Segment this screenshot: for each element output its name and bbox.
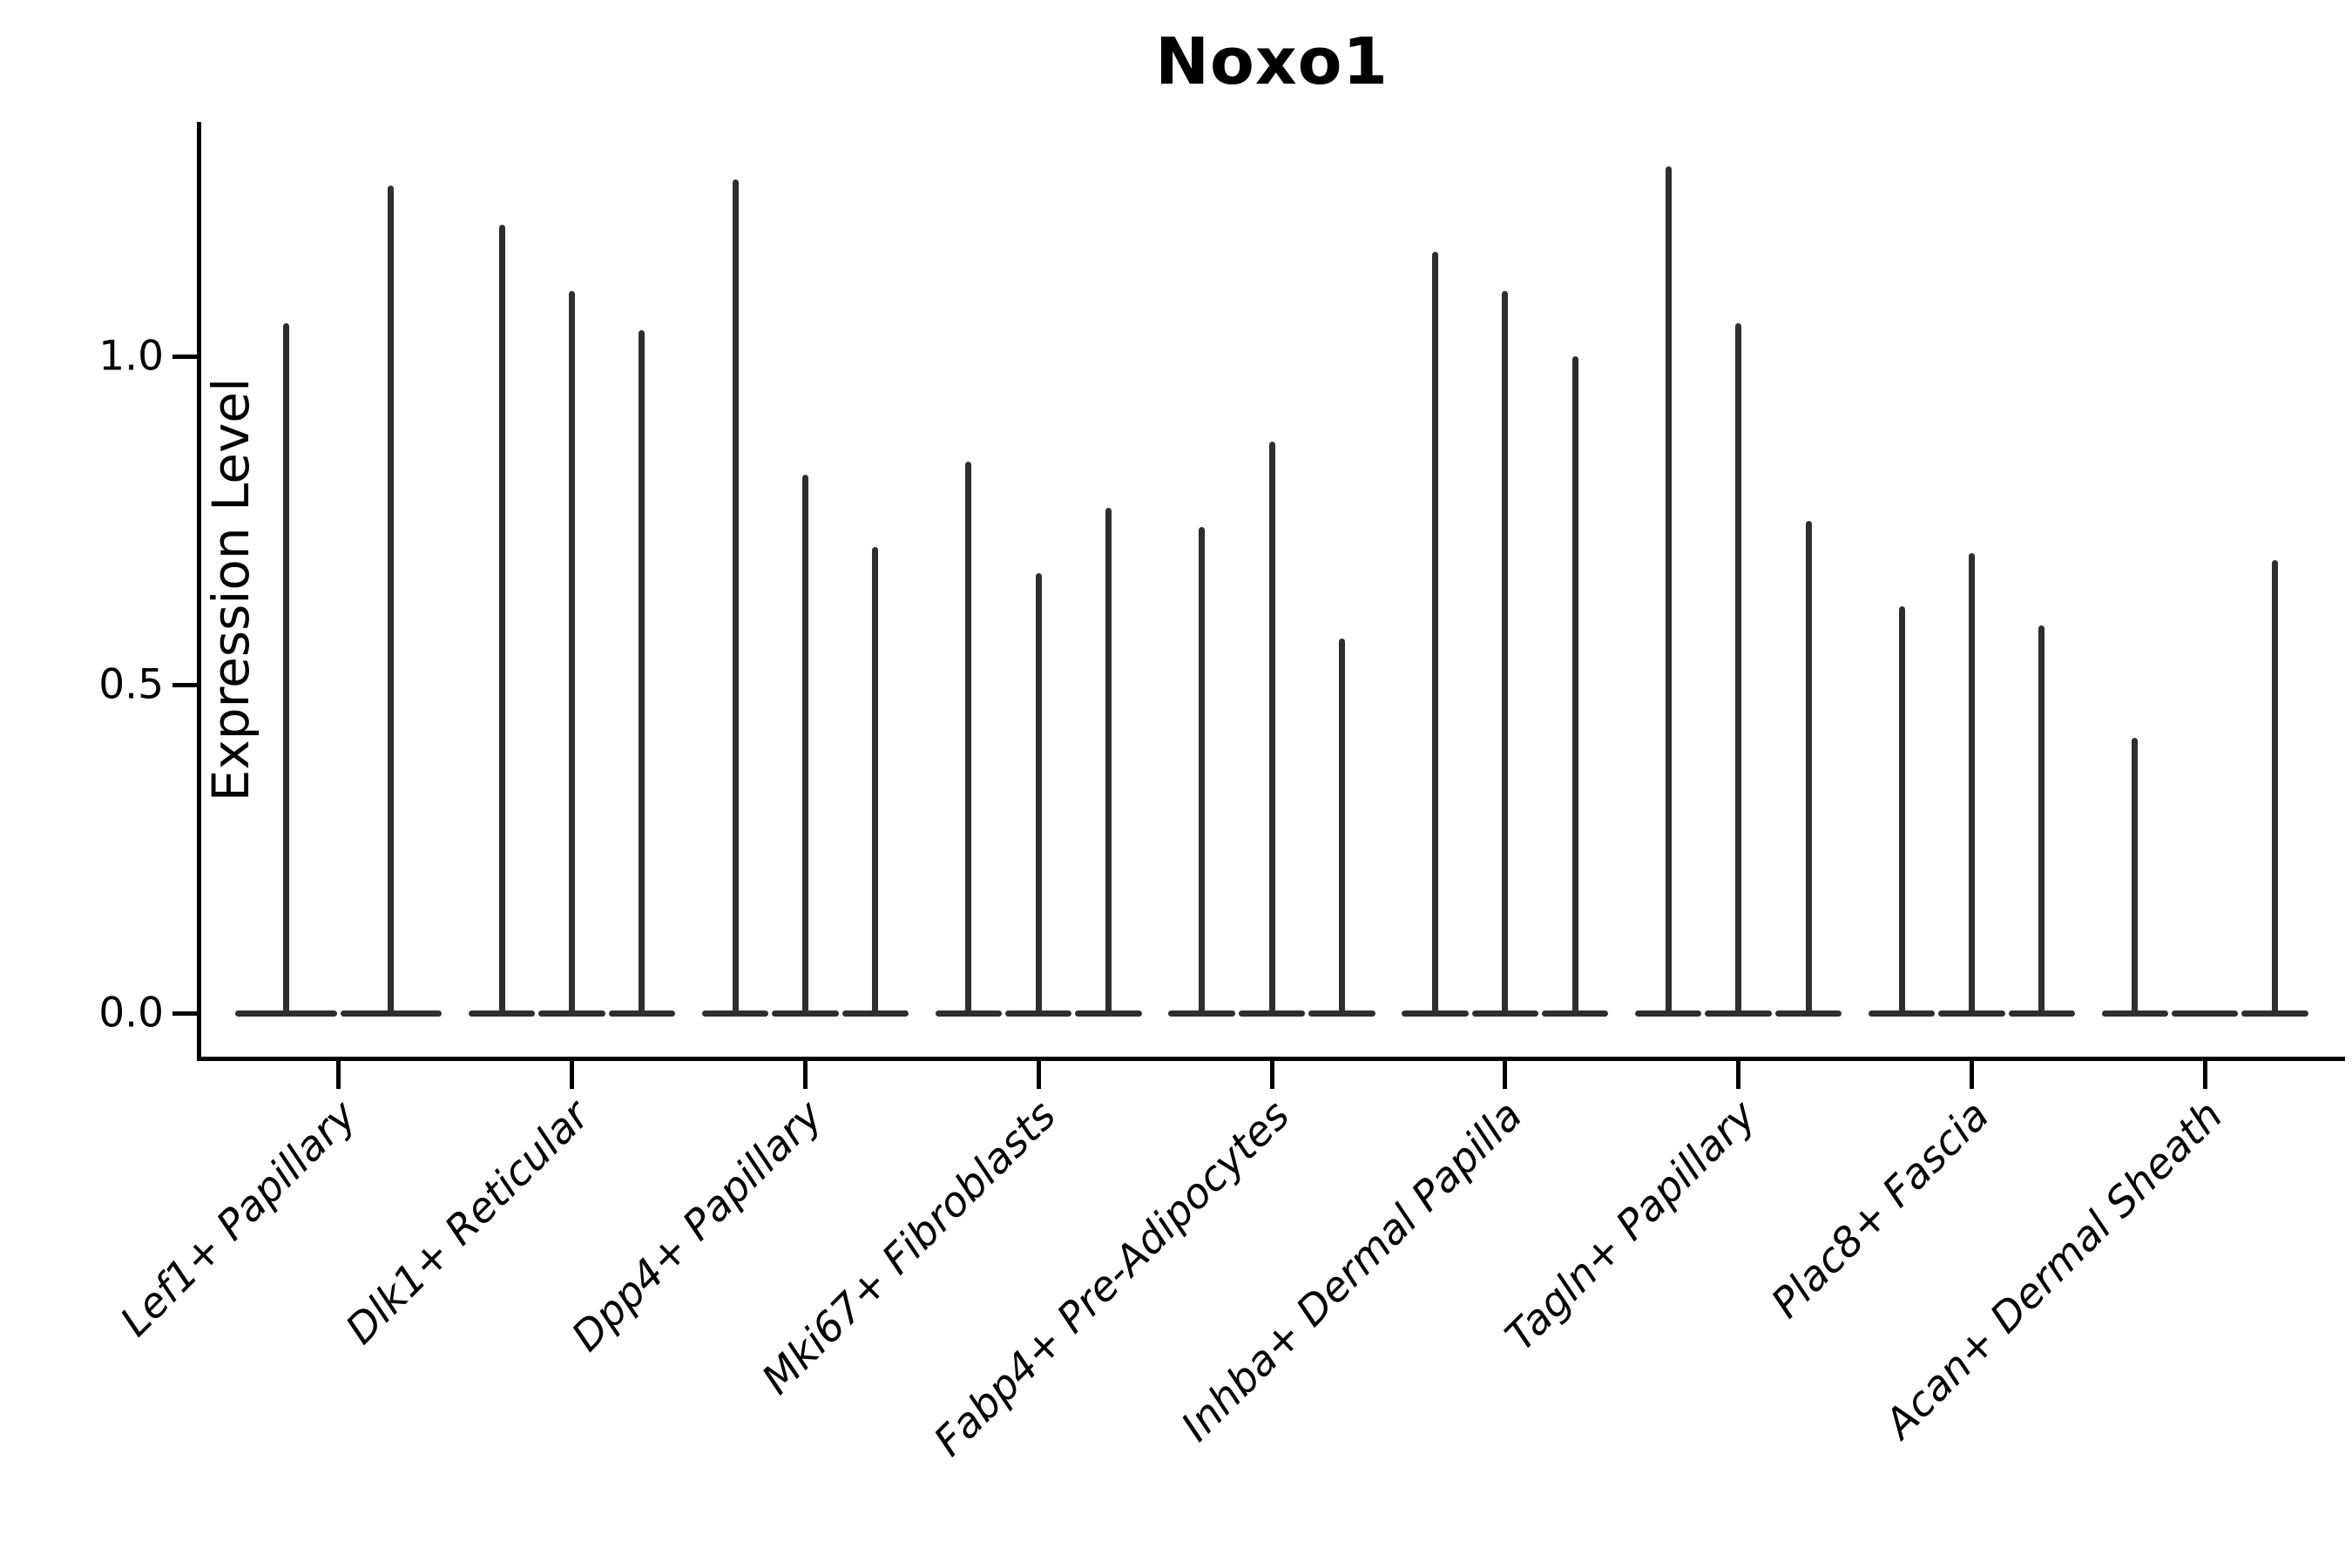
violin-max-spike	[965, 461, 972, 1017]
violin-max-spike	[732, 179, 739, 1017]
violin-max-spike	[1035, 573, 1042, 1017]
y-axis-tick-label: 1.0	[98, 332, 164, 381]
y-axis-tick-label: 0.0	[98, 989, 164, 1037]
violin-max-spike	[1502, 290, 1509, 1017]
violin-max-spike	[1735, 323, 1742, 1017]
violin-max-spike	[1431, 251, 1438, 1017]
x-axis-tick	[2202, 1061, 2207, 1089]
violin-max-spike	[1199, 527, 1206, 1017]
x-axis-tick-label: Dlk1+ Reticular	[336, 1092, 599, 1354]
violin-max-spike	[569, 290, 576, 1017]
x-axis-tick-label: Lef1+ Papillary	[111, 1092, 366, 1347]
y-axis-tick-label: 0.5	[98, 660, 164, 709]
x-axis-spine	[197, 1057, 2345, 1061]
violin-max-spike	[2038, 625, 2045, 1017]
violin-max-spike	[1805, 520, 1812, 1017]
violin-max-spike	[1338, 639, 1345, 1017]
violin-body-base	[2172, 1010, 2239, 1017]
violin-max-spike	[1968, 553, 1975, 1017]
violin-max-spike	[2272, 559, 2279, 1017]
violin-max-spike	[498, 225, 505, 1017]
violin-max-spike	[2132, 737, 2139, 1017]
x-axis-tick	[1036, 1061, 1041, 1089]
y-axis-tick	[172, 682, 199, 687]
x-axis-tick-label: Plac8+ Fascia	[1762, 1092, 1999, 1328]
violin-max-spike	[1105, 507, 1112, 1017]
violin-max-spike	[872, 546, 879, 1017]
y-axis-tick	[172, 354, 199, 359]
x-axis-tick	[1503, 1061, 1508, 1089]
violin-max-spike	[801, 474, 808, 1017]
violin-max-spike	[639, 330, 645, 1017]
x-axis-tick-label: Dpp4+ Papillary	[563, 1092, 833, 1362]
x-axis-tick	[336, 1061, 341, 1089]
violin-max-spike	[1665, 166, 1672, 1017]
violin-max-spike	[388, 186, 395, 1017]
violin-max-spike	[282, 323, 289, 1017]
violin-max-spike	[1898, 605, 1905, 1017]
x-axis-tick	[802, 1061, 808, 1089]
x-axis-tick	[1269, 1061, 1274, 1089]
x-axis-tick	[1736, 1061, 1741, 1089]
violin-max-spike	[1268, 442, 1275, 1017]
y-axis-tick	[172, 1010, 199, 1016]
y-axis-label: Expression Level	[201, 377, 261, 802]
x-axis-tick	[570, 1061, 575, 1089]
y-axis-spine	[197, 122, 201, 1061]
violin-max-spike	[1571, 356, 1578, 1017]
chart-title: Noxo1	[1155, 24, 1389, 99]
x-axis-tick	[1969, 1061, 1974, 1089]
x-axis-tick-label: Tagln+ Papillary	[1496, 1092, 1766, 1361]
